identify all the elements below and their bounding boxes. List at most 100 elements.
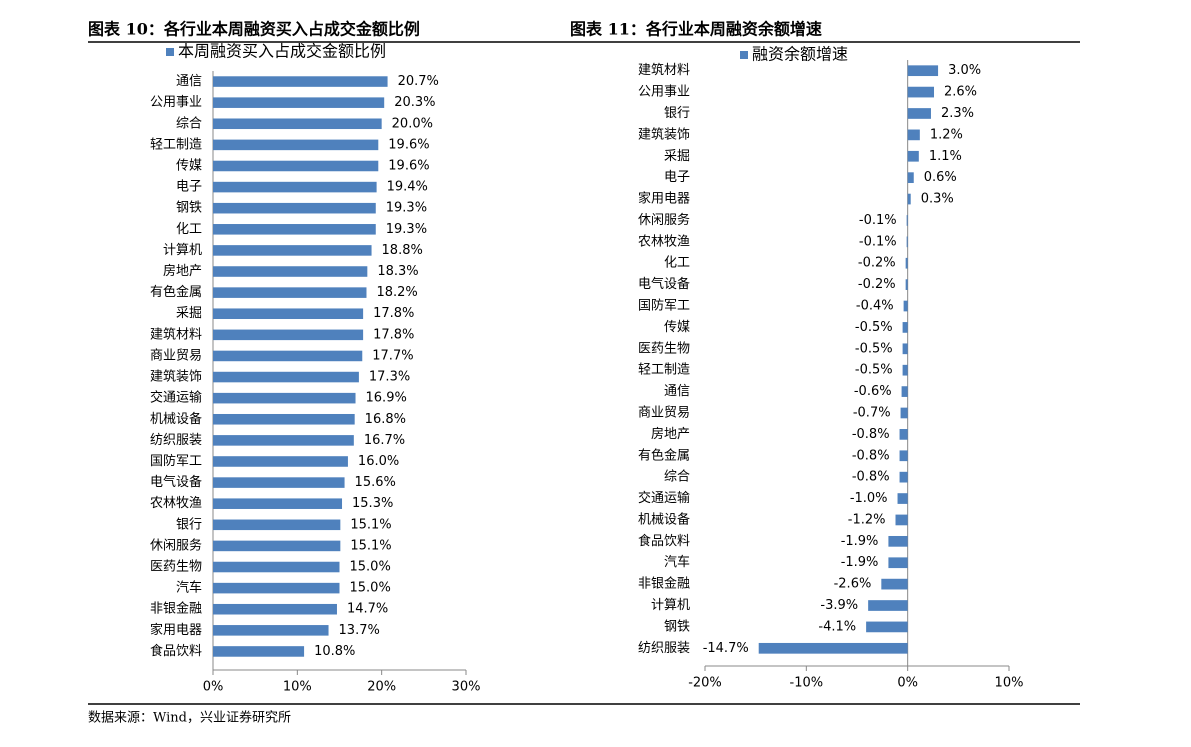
y-tick-label: 农林牧渔: [150, 496, 202, 511]
value-label: -0.6%: [854, 384, 892, 399]
bar: [758, 642, 908, 654]
value-label: -0.1%: [859, 213, 897, 228]
value-label: -1.0%: [850, 491, 888, 506]
bar: [213, 540, 341, 552]
bar: [213, 392, 356, 404]
value-label: 15.1%: [350, 517, 391, 532]
value-label: 2.6%: [944, 85, 977, 100]
value-label: 19.3%: [386, 201, 427, 216]
bar: [213, 371, 359, 383]
bar: [907, 193, 911, 205]
bar: [213, 561, 340, 573]
bar: [213, 603, 337, 615]
y-tick-label: 采掘: [664, 149, 690, 164]
bar: [213, 477, 345, 488]
y-tick-label: 纺织服装: [638, 641, 690, 656]
bar: [899, 471, 908, 483]
y-tick-label: 综合: [664, 470, 690, 485]
value-label: 17.3%: [369, 370, 410, 385]
y-tick-label: 银行: [664, 106, 690, 121]
bar: [213, 413, 355, 425]
y-tick-label: 钢铁: [664, 619, 690, 634]
y-tick-label: 公用事业: [638, 85, 690, 100]
bar: [897, 493, 908, 504]
x-tick-label: 20%: [367, 680, 396, 695]
x-tick-label: 0%: [203, 680, 224, 695]
legend-label: 本周融资买入占成交金额比例: [178, 42, 386, 61]
bar: [888, 535, 908, 547]
value-label: 13.7%: [339, 623, 380, 638]
y-tick-label: 非银金融: [150, 601, 202, 617]
value-label: 15.1%: [350, 538, 391, 553]
bar: [900, 407, 908, 419]
value-label: 17.8%: [373, 327, 414, 342]
x-tick-label: 10%: [283, 680, 312, 695]
bar: [907, 172, 914, 184]
value-label: -2.6%: [834, 577, 872, 592]
y-tick-label: 房地产: [163, 263, 202, 279]
y-tick-label: 国防军工: [638, 298, 690, 314]
y-tick-label: 家用电器: [638, 191, 690, 207]
bar: [213, 245, 372, 256]
bar: [907, 129, 920, 141]
bar: [907, 108, 931, 119]
y-tick-label: 电子: [664, 170, 690, 185]
bar: [906, 215, 908, 226]
value-label: -0.7%: [853, 405, 891, 420]
x-tick-label: 0%: [897, 676, 918, 691]
bar: [213, 498, 343, 509]
value-label: 20.0%: [392, 116, 433, 131]
y-tick-label: 汽车: [176, 580, 202, 596]
legend-swatch: [740, 51, 748, 59]
value-label: -0.2%: [858, 256, 896, 271]
y-tick-label: 交通运输: [638, 490, 690, 506]
value-label: 18.2%: [376, 285, 417, 300]
y-tick-label: 交通运输: [150, 390, 202, 406]
y-tick-label: 国防军工: [150, 453, 202, 469]
y-tick-label: 银行: [176, 517, 202, 532]
value-label: -0.8%: [852, 448, 890, 463]
value-label: 18.8%: [382, 243, 423, 258]
y-tick-label: 化工: [664, 256, 690, 271]
bar: [901, 386, 908, 397]
bar: [866, 621, 908, 633]
y-tick-label: 有色金属: [150, 284, 202, 300]
chart-title: 图表 10：各行业本周融资买入占成交金额比例: [88, 20, 420, 39]
value-label: 3.0%: [948, 63, 981, 78]
bar: [868, 600, 908, 611]
bar: [213, 646, 305, 657]
y-tick-label: 房地产: [651, 426, 690, 442]
y-tick-label: 通信: [664, 384, 690, 399]
x-tick-label: 30%: [452, 680, 481, 695]
bar: [881, 578, 908, 590]
value-label: 16.7%: [364, 433, 405, 448]
bar: [905, 279, 908, 290]
y-tick-label: 建筑材料: [638, 62, 690, 78]
value-label: -1.9%: [841, 534, 879, 549]
bar: [213, 519, 341, 531]
value-label: 15.0%: [350, 560, 391, 575]
y-tick-label: 计算机: [163, 243, 202, 258]
value-label: 19.4%: [387, 180, 428, 195]
y-tick-label: 轻工制造: [638, 363, 690, 378]
bar: [213, 160, 379, 172]
x-tick-label: 10%: [995, 676, 1024, 691]
y-tick-label: 建筑材料: [150, 326, 202, 342]
y-tick-label: 食品饮料: [150, 643, 202, 659]
value-label: 15.0%: [350, 581, 391, 596]
y-tick-label: 机械设备: [150, 411, 202, 427]
bar: [902, 343, 908, 355]
value-label: 18.3%: [377, 264, 418, 279]
y-tick-label: 计算机: [651, 598, 690, 613]
value-label: -0.5%: [855, 320, 893, 335]
value-label: 14.7%: [347, 602, 388, 617]
bar: [213, 181, 377, 193]
y-tick-label: 家用电器: [150, 622, 202, 638]
value-label: 16.9%: [366, 391, 407, 406]
value-label: 16.8%: [365, 412, 406, 427]
x-tick-label: -20%: [688, 676, 722, 691]
y-tick-label: 机械设备: [638, 511, 690, 527]
y-tick-label: 电气设备: [638, 276, 690, 292]
bar: [895, 514, 908, 526]
value-label: 20.7%: [398, 74, 439, 89]
